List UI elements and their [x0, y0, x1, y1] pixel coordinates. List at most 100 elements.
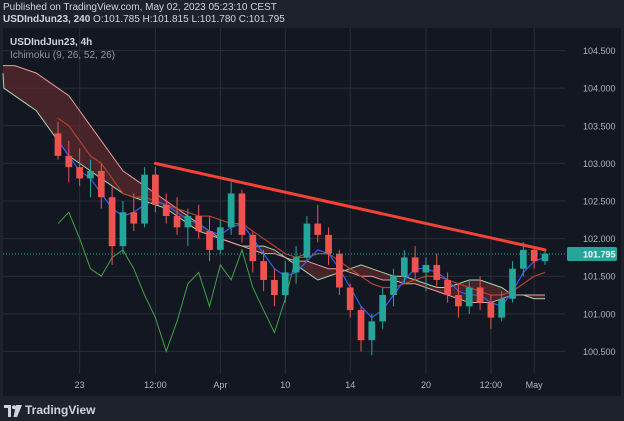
- candle-body: [108, 197, 116, 247]
- candle: [238, 189, 246, 243]
- candle: [152, 167, 159, 213]
- candle: [206, 216, 213, 262]
- candle: [281, 261, 289, 303]
- candle-body: [444, 279, 451, 296]
- candle-body: [292, 257, 300, 273]
- candle-body: [325, 234, 332, 254]
- candle: [260, 249, 267, 292]
- candle-body: [433, 264, 441, 280]
- ohlc-values: O:101.785 H:101.815 L:101.780 C:101.795: [93, 14, 285, 25]
- candle-body: [530, 249, 538, 262]
- x-tick-label: Apr: [213, 380, 227, 390]
- candle-body: [216, 227, 224, 250]
- candle-body: [249, 234, 257, 262]
- candle: [87, 159, 94, 198]
- tenkan-line: [57, 140, 546, 319]
- chart-plot-area[interactable]: [3, 28, 621, 396]
- candle: [314, 204, 322, 243]
- tradingview-logo-icon: [4, 404, 22, 417]
- candle-body: [281, 272, 289, 296]
- candle: [520, 242, 527, 277]
- candle: [184, 208, 192, 247]
- candle: [379, 287, 387, 329]
- price-axis: 104.500 104.000 103.500 103.000 102.500 102.0…: [567, 46, 617, 357]
- candle-body: [487, 302, 495, 318]
- candle-body: [119, 212, 127, 247]
- candle-body: [346, 287, 354, 311]
- candle-body: [206, 231, 213, 250]
- y-tick-label: 101.000: [583, 309, 616, 319]
- x-tick-label: 12:00: [144, 380, 167, 390]
- candle: [325, 227, 332, 265]
- candle: [476, 276, 484, 311]
- candle: [227, 182, 235, 235]
- candle: [455, 283, 462, 318]
- candle: [54, 122, 62, 160]
- candle: [400, 249, 408, 284]
- x-tick-label: 20: [421, 380, 431, 390]
- last-price-badge: [567, 247, 617, 262]
- y-tick-label: 104.000: [583, 84, 616, 94]
- candle-body: [152, 174, 159, 205]
- candle: [65, 140, 73, 183]
- candle-body: [271, 279, 278, 296]
- y-tick-label: 103.500: [583, 121, 616, 131]
- candle: [271, 268, 278, 307]
- x-tick-label: May: [526, 380, 544, 390]
- ichimoku-cloud: [2, 65, 545, 304]
- kijun-line: [57, 117, 546, 296]
- candle: [444, 272, 451, 303]
- brand-name: TradingView: [25, 403, 96, 417]
- candle-body: [379, 295, 387, 322]
- indicator-lines: [57, 117, 546, 353]
- published-line: Published on TradingView.com, May 02, 20…: [3, 2, 277, 13]
- candle-body: [357, 310, 365, 341]
- y-tick-label: 101.500: [583, 272, 616, 282]
- candle: [292, 246, 300, 284]
- candle-body: [455, 295, 462, 307]
- candle: [433, 253, 441, 288]
- candle-body: [411, 257, 419, 273]
- kumo-fill: [3, 65, 545, 303]
- candle: [509, 261, 516, 303]
- chart-legend: USDIndJun23, 4h Ichimoku (9, 26, 52, 26): [10, 36, 115, 62]
- candles: [54, 122, 549, 356]
- y-tick-label: 104.500: [583, 46, 616, 56]
- y-tick-label: 102.000: [583, 234, 616, 244]
- candle-body: [422, 264, 430, 273]
- candle: [390, 268, 397, 307]
- brand-logo[interactable]: TradingView: [4, 403, 95, 417]
- candle: [216, 219, 224, 254]
- candle-body: [195, 216, 203, 232]
- candle: [249, 231, 257, 273]
- candle-body: [498, 298, 506, 318]
- chikou-line: [57, 211, 308, 353]
- candle: [346, 283, 354, 318]
- candle-body: [130, 212, 138, 224]
- candle: [422, 257, 430, 292]
- candle-body: [87, 170, 94, 179]
- candle: [162, 193, 170, 224]
- candle-body: [97, 170, 105, 198]
- symbol-timeframe: USDIndJun23, 240: [3, 14, 91, 25]
- candle: [411, 246, 419, 280]
- candle-body: [336, 253, 343, 288]
- x-tick-label: 14: [345, 380, 355, 390]
- candle-body: [303, 223, 311, 258]
- candle-body: [520, 249, 527, 269]
- senkou-span-b-line: [3, 65, 545, 304]
- y-tick-label: 100.500: [583, 347, 616, 357]
- candle-body: [314, 223, 322, 235]
- candle: [173, 197, 181, 235]
- candle-body: [260, 261, 267, 280]
- y-tick-label: 102.500: [583, 197, 616, 207]
- candle-body: [65, 155, 73, 168]
- overlay: [3, 161, 565, 255]
- candle: [498, 291, 506, 322]
- candle: [119, 201, 127, 254]
- candle-body: [509, 268, 516, 299]
- candle: [368, 313, 376, 356]
- footer-bar: [0, 396, 624, 421]
- candle-body: [227, 193, 235, 228]
